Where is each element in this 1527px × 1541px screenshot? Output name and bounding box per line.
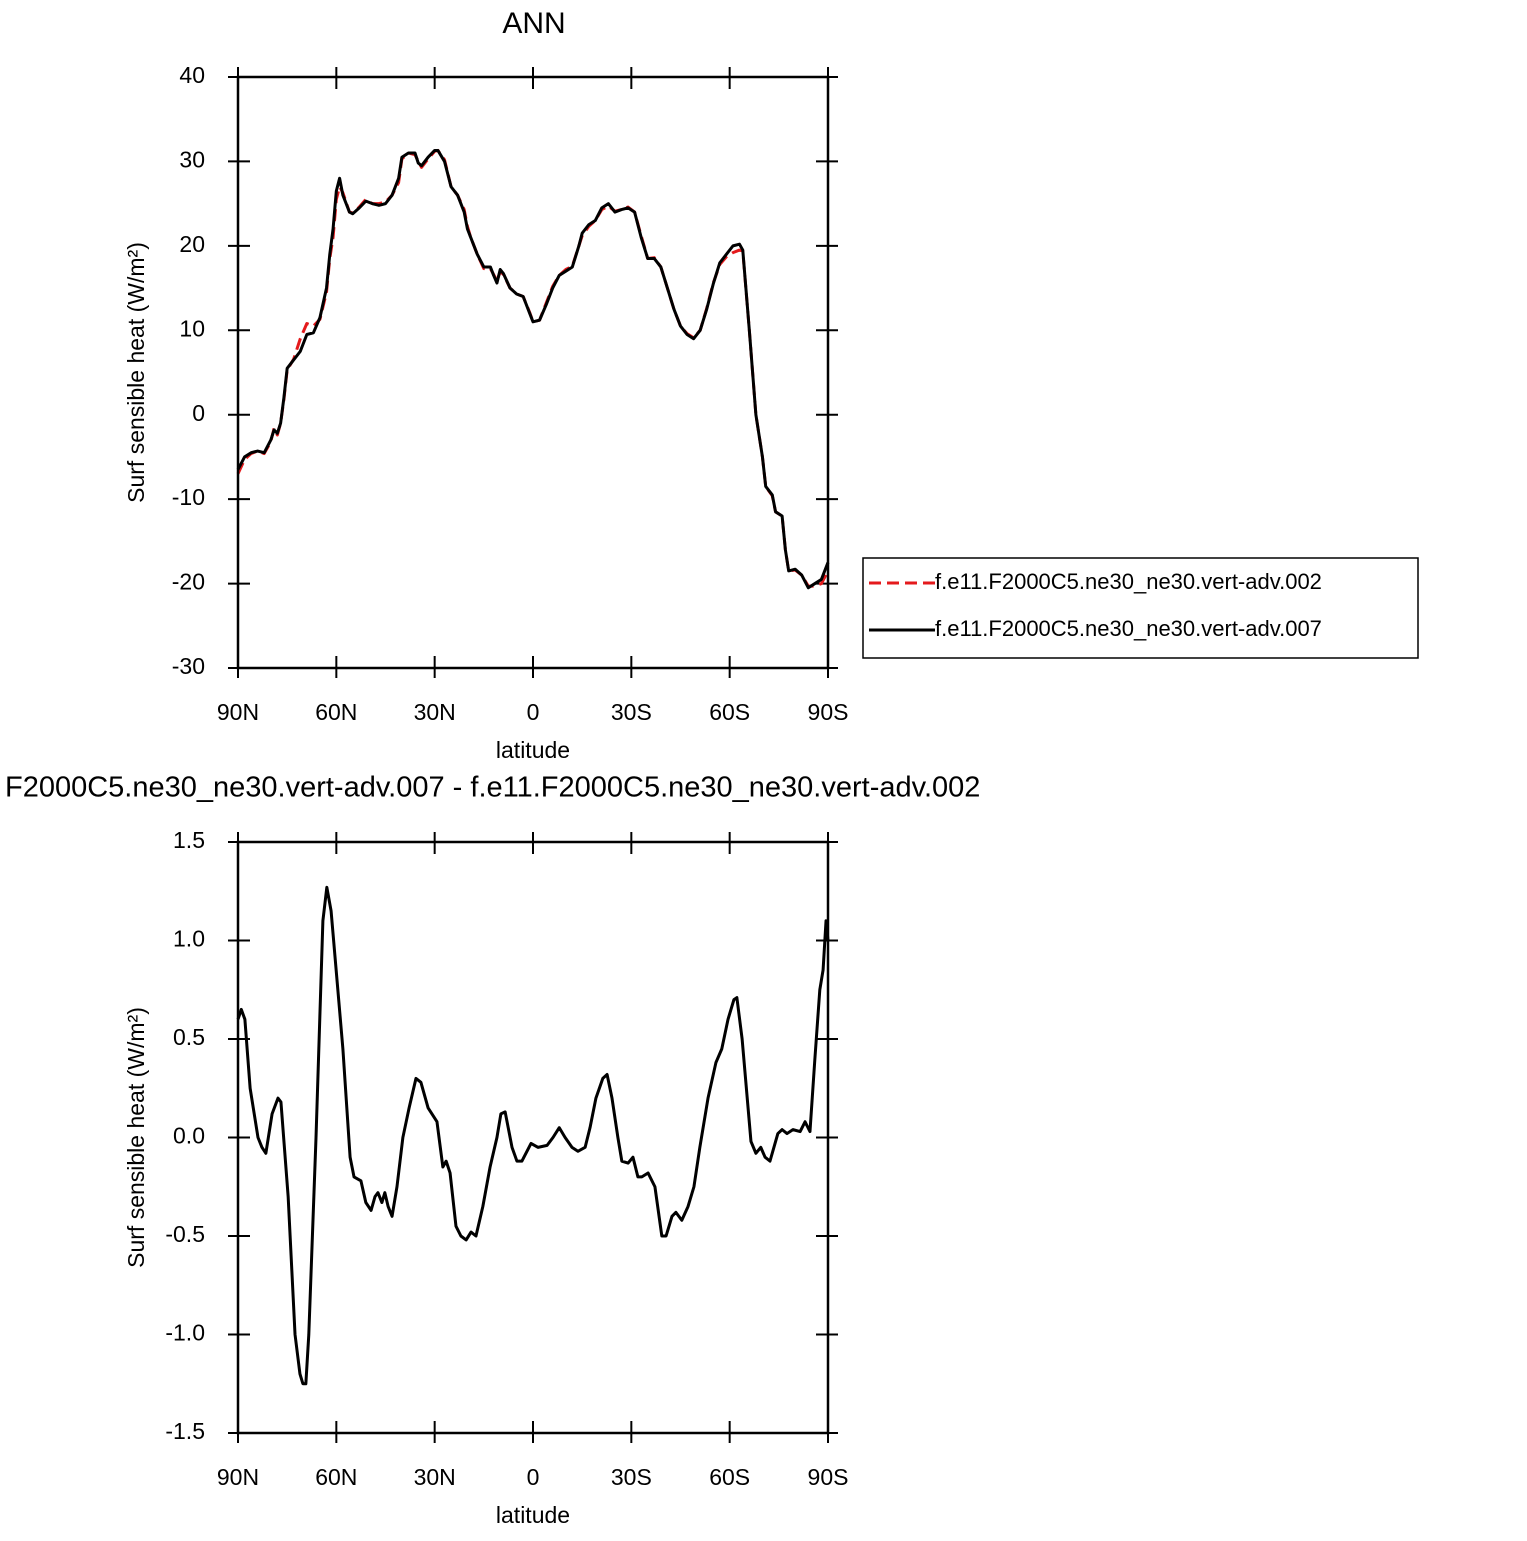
series-line	[236, 148, 830, 588]
x-tick-label: 90N	[217, 1464, 259, 1490]
y-tick-label: -30	[172, 653, 205, 679]
x-tick-label: 30S	[611, 699, 652, 725]
x-tick-label: 30S	[611, 1464, 652, 1490]
y-tick-label: 40	[179, 62, 205, 88]
y-tick-label: 0	[192, 400, 205, 426]
chart-title: ANN	[502, 7, 565, 40]
legend-label: f.e11.F2000C5.ne30_ne30.vert-adv.002	[935, 569, 1322, 594]
x-tick-label: 60S	[709, 699, 750, 725]
plot-frame	[236, 840, 830, 1435]
y-tick-label: 1.0	[173, 926, 205, 952]
x-tick-label: 30N	[414, 699, 456, 725]
y-axis-title: Surf sensible heat (W/m²)	[123, 1007, 149, 1268]
y-tick-label: -0.5	[165, 1221, 205, 1247]
y-tick-label: 0.0	[173, 1123, 205, 1149]
x-axis-title: latitude	[496, 737, 570, 763]
panel: ANN -30 -20 -10 0 10 20 30 40 90N 60N 30N 0 30S 60S 90S…	[123, 7, 1419, 763]
y-tick-label: -1.0	[165, 1320, 205, 1346]
legend-label: f.e11.F2000C5.ne30_ne30.vert-adv.007	[935, 616, 1322, 641]
y-tick-label: -1.5	[165, 1418, 205, 1444]
x-tick-label: 0	[527, 699, 540, 725]
series-line	[236, 148, 830, 590]
x-tick-label: 90N	[217, 699, 259, 725]
x-tick-label: 60S	[709, 1464, 750, 1490]
x-tick-label: 90S	[808, 699, 849, 725]
legend-box	[862, 557, 1419, 659]
x-tick-label: 60N	[315, 1464, 357, 1490]
x-tick-label: 60N	[315, 699, 357, 725]
x-axis-title: latitude	[496, 1502, 570, 1528]
y-tick-label: 30	[179, 147, 205, 173]
y-tick-label: -10	[172, 484, 205, 510]
y-tick-label: 0.5	[173, 1024, 205, 1050]
x-tick-label: 90S	[808, 1464, 849, 1490]
series-line	[236, 885, 830, 1386]
y-tick-label: -20	[172, 569, 205, 595]
y-tick-label: 20	[179, 231, 205, 257]
y-axis-title: Surf sensible heat (W/m²)	[123, 242, 149, 503]
plot-frame	[236, 75, 830, 670]
x-tick-label: 30N	[414, 1464, 456, 1490]
y-tick-label: 10	[179, 315, 205, 341]
x-tick-label: 0	[527, 1464, 540, 1490]
panel: F2000C5.ne30_ne30.vert-adv.007 - f.e11.F…	[5, 772, 980, 1528]
chart-title: F2000C5.ne30_ne30.vert-adv.007 - f.e11.F…	[5, 772, 980, 804]
y-tick-label: 1.5	[173, 827, 205, 853]
